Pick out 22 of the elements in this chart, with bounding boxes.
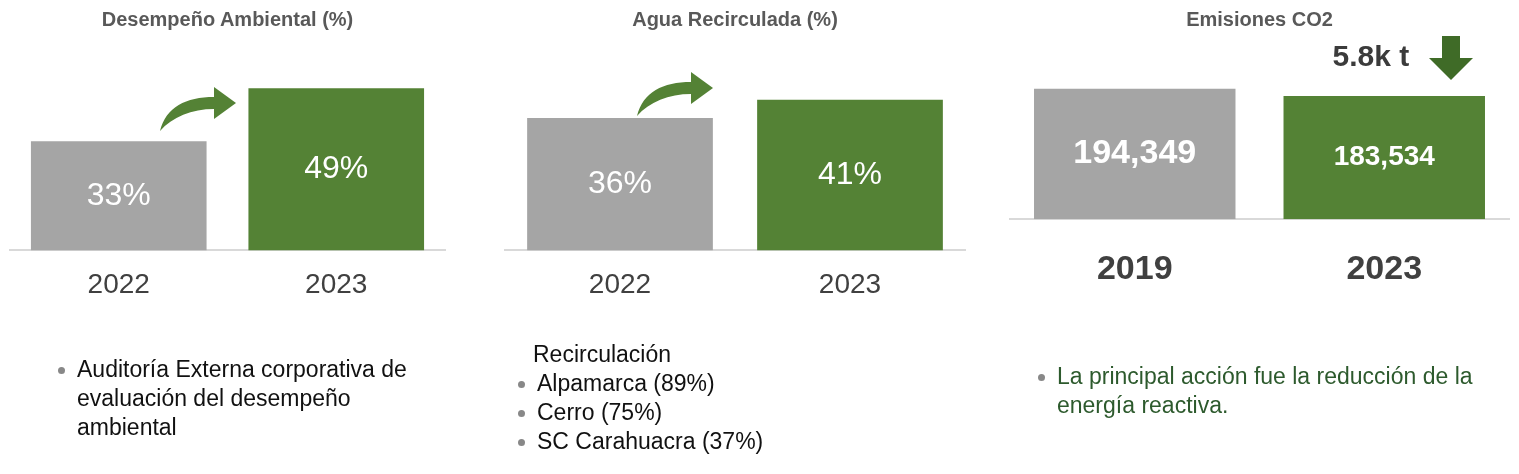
- data-label: 41%: [817, 154, 883, 191]
- x-tick-label: 2023: [305, 267, 368, 299]
- data-label: 194,349: [1073, 132, 1197, 171]
- text: Cerro (75%): [537, 399, 663, 425]
- text: 5.8k t: [1332, 39, 1410, 73]
- x-tick-label: 2019: [1096, 247, 1173, 286]
- chart-title: Agua Recirculada (%): [631, 8, 839, 31]
- x-tick-label: 2023: [1346, 247, 1423, 286]
- text: Recirculación: [533, 341, 672, 367]
- x-tick-label: 2023: [818, 267, 882, 299]
- x-tick-label: 2022: [87, 267, 150, 299]
- text: SC Carahuacra (37%): [537, 428, 764, 454]
- data-label: 49%: [304, 149, 369, 186]
- data-label: 183,534: [1333, 140, 1436, 172]
- chart-title: Desempeño Ambiental (%): [100, 8, 355, 31]
- chart-title: Emisiones CO2: [1185, 8, 1334, 31]
- data-label: 33%: [86, 175, 151, 212]
- x-tick-label: 2022: [588, 267, 652, 299]
- text: Auditoría Externa corporativa de evaluación del desempeño ambiental: [77, 356, 407, 440]
- data-label: 36%: [587, 164, 653, 201]
- text: La principal acción fue la reducción de la energía reactiva.: [1057, 363, 1473, 418]
- text: Alpamarca (89%): [537, 370, 715, 396]
